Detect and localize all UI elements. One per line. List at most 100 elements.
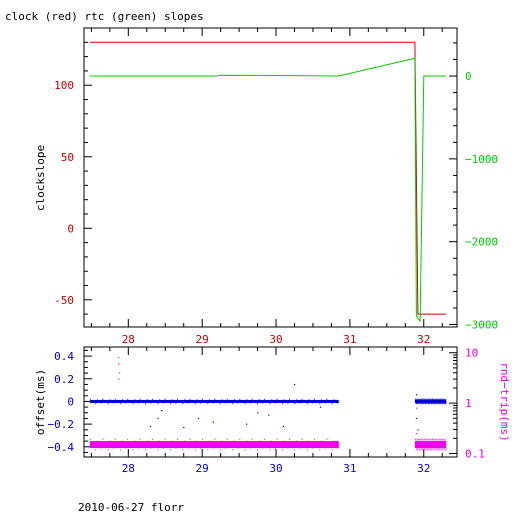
offset-noise-point	[159, 399, 161, 401]
rndtrip-noise-point	[440, 444, 442, 446]
rndtrip-noise-point	[420, 445, 421, 447]
rndtrip-noise-point	[419, 444, 421, 446]
offset-noise-point	[321, 399, 322, 401]
rndtrip-noise-point	[426, 440, 428, 442]
offset-noise-point	[89, 398, 91, 400]
offset-noise-point	[437, 403, 439, 405]
offset-noise-point	[191, 400, 193, 402]
offset-noise-point	[423, 400, 425, 402]
rndtrip-noise-point	[425, 444, 427, 446]
rndtrip-noise-point	[296, 440, 298, 442]
offset-noise-point	[107, 403, 109, 405]
rndtrip-noise-point	[121, 440, 123, 442]
offset-noise-point	[418, 400, 420, 402]
offset-noise-point	[428, 398, 430, 400]
offset-noise-point	[445, 400, 447, 402]
rndtrip-noise-point	[443, 440, 445, 442]
rndtrip-noise-point	[280, 445, 282, 447]
rndtrip-noise-point	[223, 444, 225, 446]
rndtrip-noise-point	[431, 447, 433, 449]
offset-noise-point	[417, 400, 419, 402]
rndtrip-noise-point	[191, 442, 193, 444]
rndtrip-noise-point	[415, 442, 417, 444]
rndtrip-noise-point	[105, 445, 107, 447]
offset-noise-point	[431, 403, 433, 405]
offset-noise-point	[435, 401, 437, 403]
rndtrip-noise-point	[166, 442, 168, 444]
offset-noise-point	[267, 401, 269, 403]
rndtrip-noise-point	[130, 445, 132, 447]
offset-noise-point	[440, 401, 442, 403]
offset-x-tick-label: 31	[343, 462, 356, 475]
rndtrip-noise-point	[89, 438, 91, 440]
offset-outlier-point	[157, 417, 159, 420]
rndtrip-noise-point	[443, 445, 445, 447]
offset-noise-point	[430, 400, 431, 402]
rndtrip-noise-point	[207, 449, 209, 451]
slopes-x-tick-label: 29	[196, 333, 209, 346]
rndtrip-noise-point	[432, 440, 434, 442]
rndtrip-noise-point	[423, 444, 425, 446]
rndtrip-noise-point	[136, 444, 138, 446]
offset-noise-point	[423, 401, 425, 403]
offset-noise-point	[433, 400, 435, 402]
rndtrip-noise-point	[423, 440, 425, 442]
offset-noise-point	[417, 399, 419, 401]
offset-noise-point	[137, 402, 139, 404]
offset-noise-point	[437, 399, 439, 401]
rndtrip-noise-point	[169, 449, 171, 451]
offset-noise-point	[257, 403, 258, 405]
offset-noise-point	[444, 398, 446, 400]
rndtrip-noise-point	[426, 445, 428, 447]
rndtrip-noise-point	[233, 440, 235, 442]
rndtrip-noise-point	[217, 445, 219, 447]
rndtrip-right-axis: 10 1 0.1	[449, 347, 485, 460]
rndtrip-noise-point	[440, 440, 442, 442]
offset-noise-point	[271, 399, 273, 401]
offset-noise-point	[438, 400, 440, 402]
offset-noise-point	[125, 402, 127, 404]
rndtrip-right-tick-label: 0.1	[465, 447, 485, 460]
rndtrip-noise-point	[441, 445, 443, 447]
rndtrip-noise-point	[415, 445, 417, 447]
offset-band	[89, 399, 339, 403]
rndtrip-noise-point	[171, 440, 173, 442]
offset-noise-point	[432, 399, 434, 401]
offset-noise-point	[177, 398, 178, 400]
rndtrip-noise-point	[431, 449, 433, 451]
rndtrip-noise-point	[421, 449, 423, 451]
rndtrip-noise-point	[432, 438, 433, 440]
offset-noise-point	[299, 402, 301, 404]
rndtrip-noise-point	[232, 449, 234, 451]
offset-noise-point	[420, 402, 422, 404]
offset-noise-point	[425, 400, 427, 402]
offset-noise-point	[429, 403, 431, 405]
rndtrip-noise-point	[443, 449, 445, 451]
rndtrip-noise-point	[434, 445, 435, 447]
offset-noise-point	[310, 400, 312, 402]
rndtrip-noise-point	[235, 444, 237, 446]
rndtrip-noise-point	[429, 449, 431, 451]
slopes-left-axis: 100 50 0 -50	[54, 41, 92, 315]
rndtrip-noise-point	[153, 442, 155, 444]
offset-noise-point	[113, 402, 114, 404]
offset-noise-point	[121, 399, 123, 401]
rndtrip-noise-point	[431, 444, 433, 446]
offset-noise-point	[193, 401, 194, 403]
rndtrip-noise-point	[421, 438, 423, 440]
rndtrip-band	[89, 441, 339, 449]
offset-y-axis-label: offset(ms)	[34, 369, 47, 435]
rndtrip-noise-point	[248, 444, 250, 446]
offset-noise-point	[428, 403, 429, 405]
rndtrip-noise-point	[425, 438, 427, 440]
offset-noise-point	[335, 400, 337, 402]
rndtrip-noise-point	[433, 447, 435, 449]
offset-noise-point	[212, 402, 214, 404]
rndtrip-noise-point	[278, 442, 280, 444]
rndtrip-noise-point	[331, 449, 333, 451]
offset-noise-point	[292, 401, 294, 403]
rndtrip-noise-point	[319, 449, 321, 451]
offset-noise-point	[303, 400, 305, 402]
offset-noise-point	[253, 400, 255, 402]
offset-noise-point	[434, 400, 436, 402]
